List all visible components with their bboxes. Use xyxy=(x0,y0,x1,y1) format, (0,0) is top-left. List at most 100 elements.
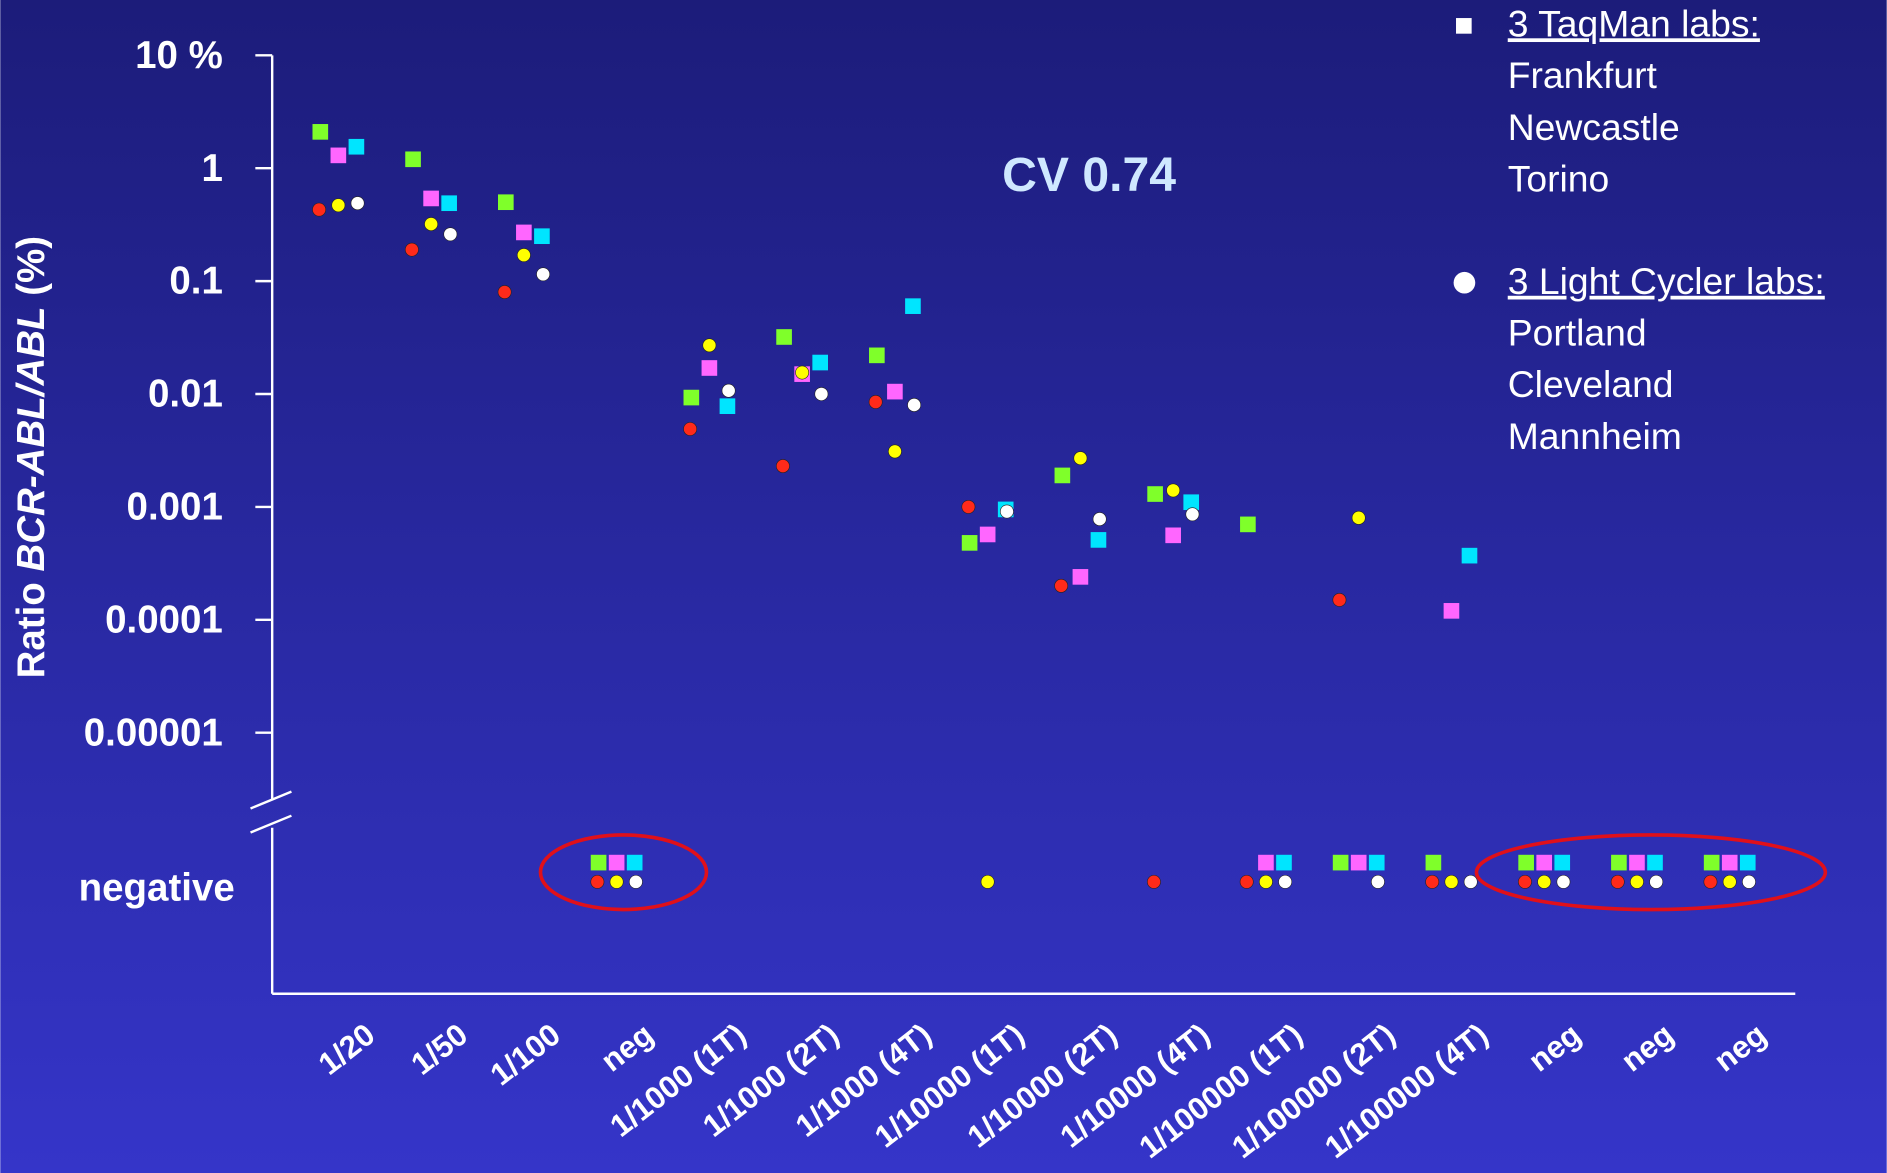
marker-circle xyxy=(1147,874,1161,889)
marker-square xyxy=(1368,854,1385,871)
marker-square xyxy=(312,124,329,140)
marker-circle xyxy=(702,338,717,353)
marker-circle xyxy=(516,248,531,263)
marker-circle xyxy=(1556,874,1571,889)
y-tick-label: 1 xyxy=(201,147,222,190)
marker-circle xyxy=(1610,874,1625,889)
legend-bullet xyxy=(1453,271,1476,294)
marker-circle xyxy=(1332,592,1347,607)
marker-square xyxy=(1240,516,1256,533)
marker-circle xyxy=(721,383,736,398)
marker-square xyxy=(608,854,625,871)
marker-circle xyxy=(424,217,439,232)
marker-circle xyxy=(536,267,551,282)
marker-square xyxy=(1518,854,1534,871)
legend-item: Mannheim xyxy=(1508,415,1682,457)
marker-circle xyxy=(609,874,624,889)
marker-square xyxy=(979,526,996,543)
marker-square xyxy=(1072,569,1089,585)
marker-circle xyxy=(590,874,605,889)
marker-square xyxy=(1350,854,1367,871)
marker-circle xyxy=(999,504,1014,519)
marker-circle xyxy=(814,387,829,401)
marker-circle xyxy=(795,365,810,380)
marker-circle xyxy=(331,198,346,213)
marker-square xyxy=(1183,494,1200,511)
legend-item: Frankfurt xyxy=(1508,54,1658,96)
legend-title: 3 TaqMan labs: xyxy=(1508,2,1760,44)
marker-circle xyxy=(1649,874,1664,889)
marker-circle xyxy=(887,444,902,459)
marker-square xyxy=(905,298,921,314)
y-tick-label: 0.01 xyxy=(148,373,223,416)
marker-square xyxy=(683,389,700,406)
marker-square xyxy=(1090,532,1107,548)
marker-circle xyxy=(1166,483,1181,498)
marker-square xyxy=(498,194,514,211)
marker-circle xyxy=(961,499,976,514)
marker-square xyxy=(1536,854,1553,871)
marker-circle xyxy=(1054,578,1069,593)
y-label-part: Ratio xyxy=(10,572,53,679)
highlight-ellipse xyxy=(538,833,709,912)
marker-circle xyxy=(1259,874,1273,889)
marker-circle xyxy=(1425,874,1440,889)
marker-square xyxy=(701,360,718,376)
legend-title: 3 Light Cycler labs: xyxy=(1508,260,1825,302)
marker-circle xyxy=(1703,874,1718,889)
marker-square xyxy=(719,398,736,415)
marker-circle xyxy=(1278,874,1293,889)
legend-item: Newcastle xyxy=(1508,106,1680,148)
legend-item: Torino xyxy=(1508,158,1610,200)
marker-circle xyxy=(1518,874,1532,889)
highlight-ellipse xyxy=(1474,833,1828,912)
marker-square xyxy=(1054,467,1071,484)
marker-square xyxy=(1739,854,1756,871)
legend-bullet xyxy=(1456,18,1472,34)
marker-circle xyxy=(868,395,883,409)
marker-square xyxy=(1165,527,1181,544)
marker-circle xyxy=(1463,874,1478,889)
annotation: CV 0.74 xyxy=(1002,148,1176,202)
marker-circle xyxy=(443,227,458,242)
marker-circle xyxy=(1722,874,1737,889)
y-tick-label: 0.1 xyxy=(169,260,222,303)
legend-item: Cleveland xyxy=(1508,363,1674,405)
marker-square xyxy=(1258,854,1274,871)
axis-break xyxy=(250,814,292,834)
marker-square xyxy=(441,195,457,212)
marker-square xyxy=(534,228,550,245)
marker-circle xyxy=(1371,874,1385,889)
marker-square xyxy=(887,383,903,400)
axis-break xyxy=(250,790,292,810)
y-axis-label: Ratio BCR-ABL/ABL (%) xyxy=(10,236,53,679)
marker-square xyxy=(330,147,347,164)
marker-square xyxy=(1461,547,1478,564)
marker-circle xyxy=(1185,507,1200,522)
marker-square xyxy=(1332,854,1349,871)
marker-square xyxy=(1703,854,1720,871)
marker-square xyxy=(590,854,607,871)
marker-circle xyxy=(1073,451,1088,466)
marker-square xyxy=(516,224,532,241)
marker-square xyxy=(1425,854,1442,871)
marker-square xyxy=(405,151,421,168)
marker-square xyxy=(1611,854,1627,871)
marker-circle xyxy=(683,422,698,436)
y-label-part: (%) xyxy=(10,236,53,307)
marker-square xyxy=(1629,854,1645,871)
marker-circle xyxy=(350,196,365,211)
marker-circle xyxy=(775,459,790,473)
marker-circle xyxy=(907,398,922,412)
marker-circle xyxy=(1444,874,1459,889)
marker-circle xyxy=(1630,874,1644,889)
marker-square xyxy=(423,190,439,207)
y-label-part: BCR-ABL/ABL xyxy=(10,306,53,571)
marker-square xyxy=(1554,854,1571,871)
marker-circle xyxy=(312,202,327,217)
marker-circle xyxy=(628,874,643,889)
marker-circle xyxy=(497,285,512,299)
